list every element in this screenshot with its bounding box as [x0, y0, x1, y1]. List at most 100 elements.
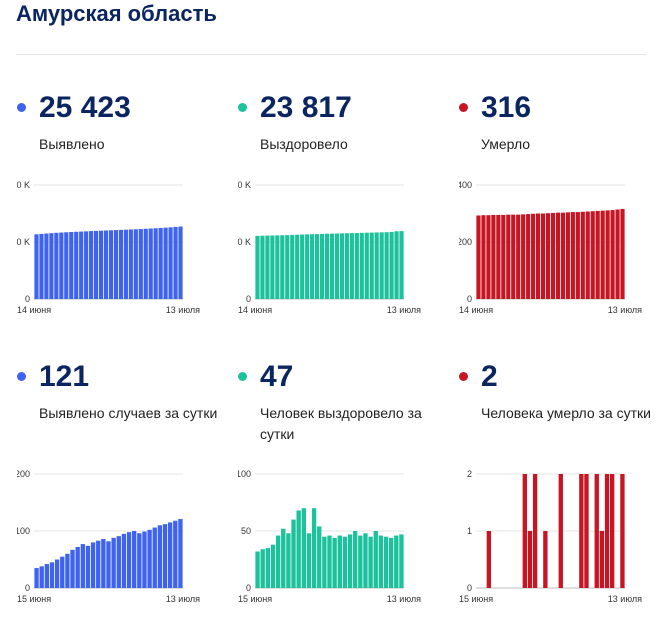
- bar: [349, 233, 354, 299]
- bar: [610, 210, 615, 299]
- daily-recovered-chart: 0 50 100 15 июня 13 июля: [238, 469, 421, 604]
- bar: [39, 233, 44, 299]
- y-tick-label: 0: [467, 583, 472, 593]
- bar: [595, 210, 600, 299]
- bar: [501, 214, 506, 299]
- bar: [600, 210, 605, 299]
- bar: [363, 533, 368, 588]
- bar: [280, 235, 285, 299]
- bar: [270, 235, 275, 299]
- daily-recovered-label: Человек выздоровело за сутки: [260, 405, 422, 442]
- deaths-chart: 0 200 400 14 июня 13 июля: [459, 180, 642, 315]
- bar: [368, 536, 373, 588]
- bar: [79, 231, 84, 299]
- bar: [337, 535, 342, 588]
- bar: [594, 474, 599, 588]
- daily-recovered-legend-dot: [238, 372, 247, 381]
- detected-value: 25 423: [39, 91, 131, 124]
- bar: [173, 520, 178, 588]
- bar: [49, 233, 54, 299]
- bar: [334, 233, 340, 299]
- bar: [44, 564, 50, 588]
- y-tick-label: 0: [25, 294, 30, 304]
- daily-recovered-value: 47: [260, 360, 294, 393]
- bar: [388, 537, 394, 588]
- stat-daily-recovered: 47: [238, 357, 443, 397]
- bar: [291, 519, 296, 588]
- y-tick-label: 400: [459, 180, 472, 190]
- bar: [137, 533, 142, 588]
- bar: [281, 528, 286, 588]
- bar: [111, 537, 116, 588]
- deaths-legend-dot: [459, 103, 468, 112]
- bar: [296, 510, 301, 588]
- bar: [74, 231, 79, 299]
- bar: [152, 527, 157, 588]
- bar: [378, 535, 384, 588]
- deaths-value: 316: [481, 91, 532, 124]
- y-tick-label: 20 K: [238, 237, 251, 247]
- bar: [85, 545, 91, 588]
- bar: [580, 211, 585, 299]
- bar: [158, 227, 163, 299]
- bar: [142, 531, 147, 588]
- bar: [585, 211, 590, 299]
- deaths-label: Умерло: [481, 136, 531, 152]
- y-tick-label: 0: [467, 294, 472, 304]
- bar: [516, 214, 521, 299]
- x-label-start: 15 июня: [238, 594, 272, 604]
- bar: [126, 532, 132, 588]
- bar: [584, 474, 589, 588]
- bar: [311, 508, 317, 588]
- bar: [605, 210, 610, 299]
- bar: [60, 556, 65, 588]
- bar: [108, 230, 114, 299]
- bar: [481, 215, 486, 299]
- bar: [486, 531, 492, 588]
- bar: [65, 553, 70, 588]
- bar: [75, 546, 80, 588]
- bar: [383, 536, 389, 588]
- y-tick-label: 200: [17, 469, 30, 479]
- daily-deaths-legend-dot: [459, 372, 468, 381]
- bar: [94, 230, 99, 299]
- bar: [96, 540, 101, 588]
- bar: [609, 474, 615, 588]
- bar: [64, 232, 69, 299]
- bar: [310, 234, 315, 299]
- y-tick-label: 200: [459, 237, 472, 247]
- bar: [147, 529, 152, 588]
- bar: [301, 508, 306, 588]
- bar: [511, 214, 516, 299]
- bar: [364, 232, 369, 299]
- x-label-start: 14 июня: [17, 305, 51, 315]
- bar: [80, 544, 85, 588]
- recovered-label: Выздоровело: [260, 136, 348, 152]
- detected-legend-dot: [17, 103, 26, 112]
- bar: [358, 535, 363, 588]
- bar: [132, 531, 137, 588]
- bar: [319, 233, 325, 299]
- x-label-end: 13 июля: [387, 594, 421, 604]
- y-tick-label: 0: [246, 583, 251, 593]
- bar: [532, 474, 538, 588]
- bar: [275, 235, 280, 299]
- bar: [34, 234, 39, 299]
- bar: [342, 536, 348, 588]
- bar: [113, 230, 119, 299]
- recovered-legend-dot: [238, 103, 247, 112]
- bar: [491, 214, 496, 299]
- bar: [327, 535, 332, 588]
- bar: [89, 231, 94, 299]
- bar: [399, 534, 404, 588]
- bar: [558, 474, 563, 588]
- bar: [265, 548, 271, 588]
- bar: [178, 519, 183, 588]
- bar: [496, 214, 501, 299]
- stat-detected: 25 423: [17, 88, 222, 128]
- bar: [521, 214, 526, 299]
- y-tick-label: 100: [238, 469, 251, 479]
- bar: [384, 232, 389, 299]
- x-label-start: 14 июня: [459, 305, 493, 315]
- stat-recovered: 23 817: [238, 88, 443, 128]
